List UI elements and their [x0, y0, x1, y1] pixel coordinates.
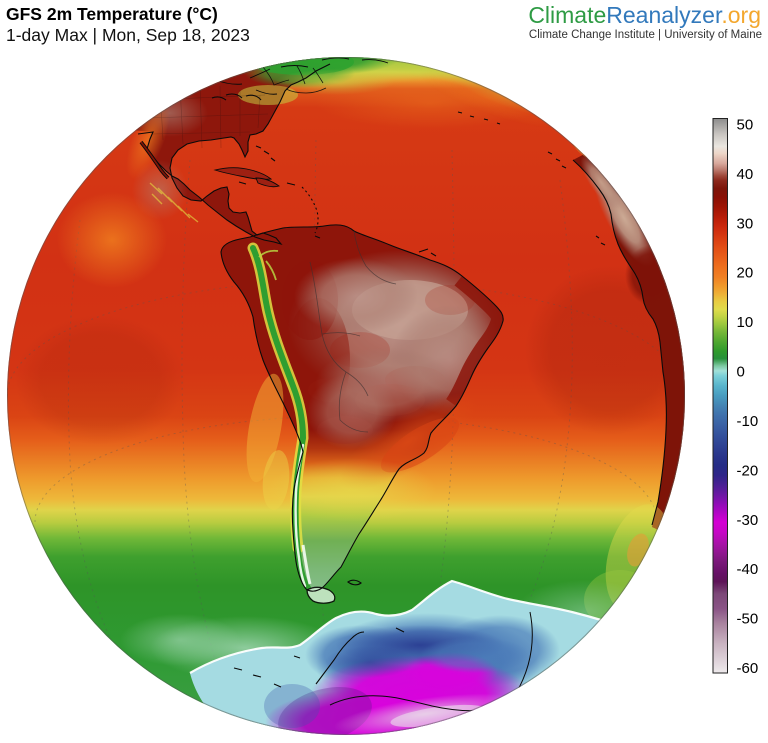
svg-text:-30: -30 — [737, 512, 759, 529]
svg-text:-10: -10 — [737, 413, 759, 430]
svg-text:30: 30 — [737, 215, 754, 232]
svg-text:-50: -50 — [737, 611, 759, 628]
svg-text:40: 40 — [737, 166, 754, 183]
svg-text:0: 0 — [737, 364, 745, 381]
svg-text:20: 20 — [737, 265, 754, 282]
svg-text:-60: -60 — [737, 660, 759, 677]
svg-text:-20: -20 — [737, 462, 759, 479]
svg-text:50: 50 — [737, 116, 754, 133]
svg-text:10: 10 — [737, 314, 754, 331]
svg-text:-40: -40 — [737, 561, 759, 578]
